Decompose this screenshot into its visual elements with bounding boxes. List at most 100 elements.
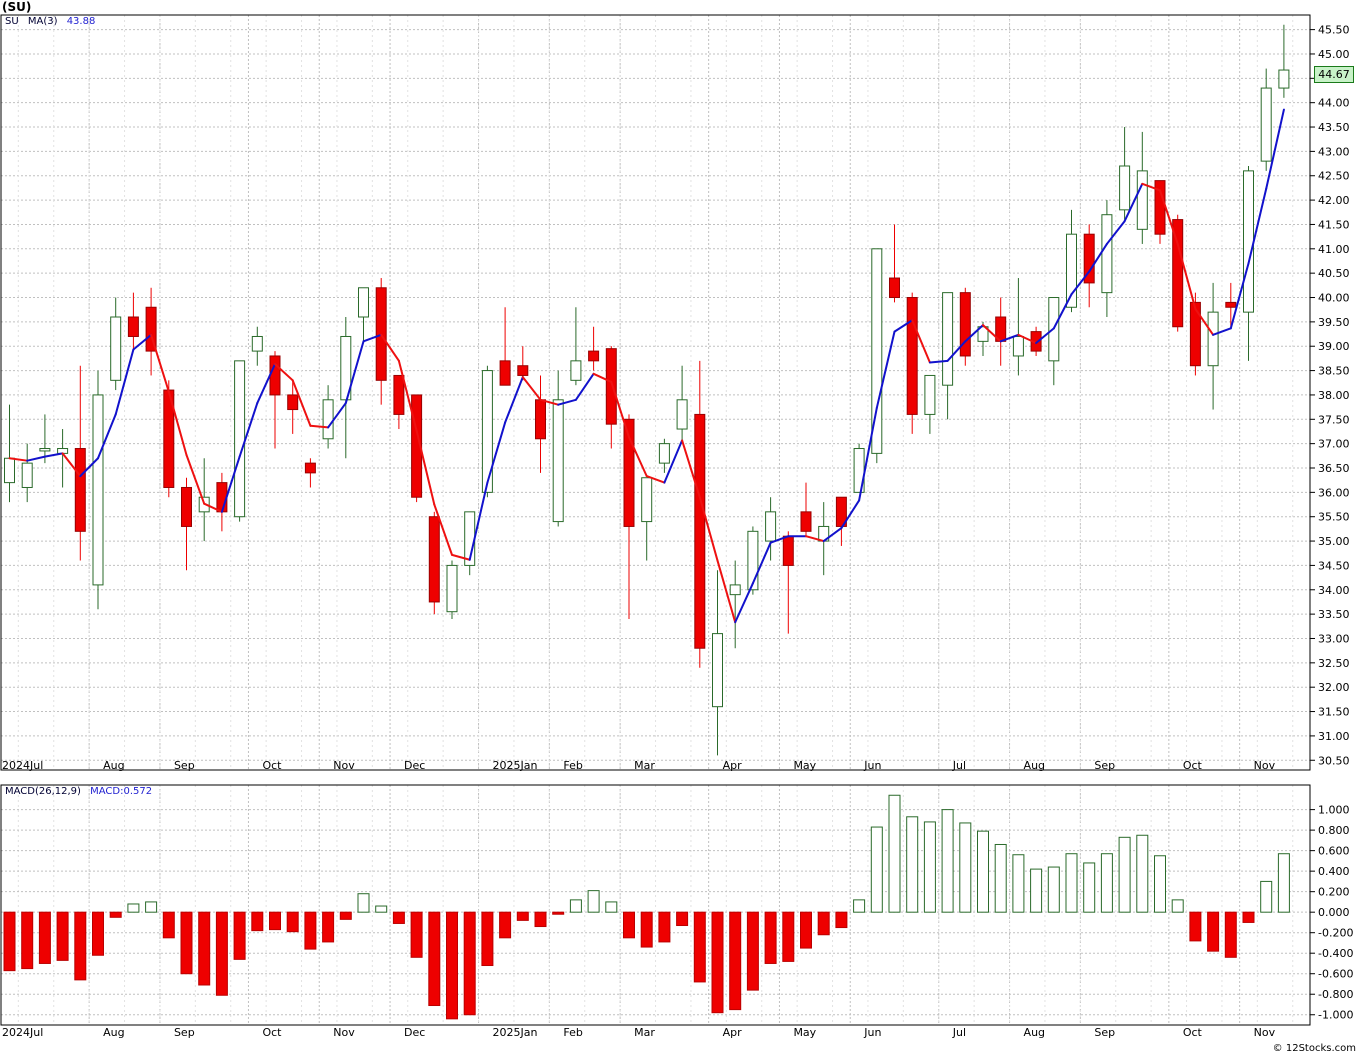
candle [1083, 224, 1095, 308]
price-tick-label: 36.00 [1318, 486, 1350, 499]
candle-body-up [446, 564, 458, 613]
candle [499, 307, 511, 386]
macd-month-label: May [793, 1026, 816, 1039]
macd-bar-positive [1030, 868, 1043, 913]
candle-body-up [676, 399, 688, 430]
macd-bar-positive [1012, 854, 1025, 913]
candle [1172, 214, 1184, 332]
price-month-label: Nov [1254, 759, 1276, 772]
candle [676, 365, 688, 444]
ma-segment [256, 363, 276, 405]
macd-tick-label: 0.400 [1318, 865, 1350, 878]
macd-bar-positive [357, 893, 370, 913]
macd-bar-negative [215, 911, 228, 996]
candle-body-down [588, 350, 600, 362]
candle [287, 380, 299, 434]
macd-bar-negative [339, 911, 352, 920]
ma-segment [1017, 333, 1038, 344]
macd-bar-positive [870, 826, 883, 913]
candle [942, 292, 954, 420]
ticker-label: (SU) [2, 0, 32, 14]
price-month-label: Feb [563, 759, 582, 772]
ma-segment [716, 559, 737, 624]
price-tick-label: 36.50 [1318, 462, 1350, 475]
candle-body-up [552, 399, 564, 523]
candle-body-down [269, 355, 281, 396]
macd-bar-negative [693, 911, 706, 983]
candle [765, 497, 777, 561]
candle-body-down [959, 292, 971, 357]
candle-body-up [358, 287, 369, 318]
ma-segment [26, 455, 46, 462]
macd-bar-positive [1100, 853, 1113, 913]
ma-segment [982, 324, 1002, 343]
candle-body-up [322, 399, 334, 440]
candle [304, 458, 316, 488]
price-month-label: Oct [1183, 759, 1203, 772]
ma-segment [999, 333, 1020, 343]
ma-segment [964, 324, 984, 343]
macd-legend-label: MACD(26,12,9) [5, 786, 81, 797]
candle [92, 370, 104, 610]
price-tick-label: 45.50 [1318, 24, 1350, 37]
candle [251, 326, 263, 366]
candle [234, 360, 246, 522]
candle [1189, 292, 1201, 376]
candle [729, 560, 741, 649]
macd-bar-negative [729, 911, 742, 1011]
candle-body-up [729, 584, 741, 596]
ma-segment [468, 481, 489, 561]
macd-tick-label: -0.200 [1318, 927, 1353, 940]
macd-bar-positive [1171, 899, 1184, 913]
ma-segment [751, 541, 772, 585]
price-tick-label: 33.00 [1318, 632, 1350, 645]
macd-bar-negative [835, 911, 848, 929]
candle-body-up [92, 394, 104, 586]
candle-body-down [287, 394, 299, 411]
ma-segment [220, 455, 241, 513]
candle-body-up [1243, 170, 1254, 313]
candle-body-up [110, 316, 122, 381]
price-tick-label: 42.00 [1318, 194, 1350, 207]
candle-body-down [1189, 301, 1201, 367]
ma-segment [769, 535, 790, 544]
candle [871, 248, 883, 464]
candle-body-up [1136, 170, 1148, 230]
candle [1207, 282, 1219, 410]
price-tick-label: 37.50 [1318, 413, 1350, 426]
macd-bar-negative [463, 911, 476, 1016]
price-tick-label: 32.00 [1318, 681, 1350, 694]
macd-y-axis: -1.000 -0.800 -0.600 -0.400 -0.200 0.000 0.200… [1310, 804, 1353, 1022]
price-tick-label: 38.00 [1318, 389, 1350, 402]
price-tick-label: 34.50 [1318, 559, 1350, 572]
candle [588, 326, 600, 371]
price-tick-label: 45.00 [1318, 48, 1350, 61]
ma-segment [203, 502, 223, 513]
macd-month-label: Oct [1183, 1026, 1203, 1039]
candle [393, 374, 405, 430]
candle [1136, 131, 1148, 244]
macd-month-label: Nov [333, 1026, 355, 1039]
candle [127, 292, 139, 352]
macd-bar-negative [162, 911, 175, 939]
macd-bar-negative [800, 911, 812, 949]
price-legend-ma-value: 43.88 [66, 16, 96, 27]
price-month-label: Jun [863, 759, 881, 772]
candle [181, 477, 192, 571]
price-tick-label: 39.00 [1318, 340, 1350, 353]
candle [712, 570, 723, 756]
macd-tick-label: -0.600 [1318, 968, 1353, 981]
macd-month-label: Sep [174, 1026, 195, 1039]
ma-segment [97, 413, 117, 460]
candle-body-up [977, 326, 989, 342]
candle-body-up [1119, 165, 1131, 211]
ma-segment [822, 527, 843, 543]
candle [906, 292, 918, 434]
candle-body-down [1083, 233, 1095, 284]
macd-month-label: 2024Jul [2, 1026, 43, 1039]
price-tick-label: 43.00 [1318, 145, 1350, 158]
macd-tick-label: -1.000 [1318, 1009, 1353, 1022]
candle-body-up [1207, 311, 1219, 367]
candle [694, 360, 706, 668]
ma-segment [291, 379, 312, 427]
